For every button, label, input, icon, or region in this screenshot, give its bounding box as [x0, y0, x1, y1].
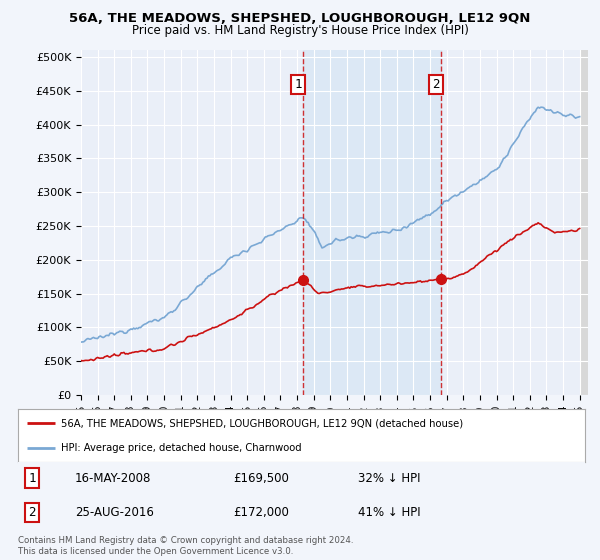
Text: 1: 1 — [295, 78, 302, 91]
Text: £169,500: £169,500 — [233, 472, 289, 484]
Text: 2: 2 — [432, 78, 440, 91]
Text: Contains HM Land Registry data © Crown copyright and database right 2024.
This d: Contains HM Land Registry data © Crown c… — [18, 536, 353, 556]
Text: 1: 1 — [28, 472, 36, 484]
Text: 25-AUG-2016: 25-AUG-2016 — [75, 506, 154, 519]
Text: 16-MAY-2008: 16-MAY-2008 — [75, 472, 151, 484]
Text: HPI: Average price, detached house, Charnwood: HPI: Average price, detached house, Char… — [61, 442, 301, 452]
Bar — [580, 50, 588, 395]
Text: 41% ↓ HPI: 41% ↓ HPI — [358, 506, 421, 519]
Text: Price paid vs. HM Land Registry's House Price Index (HPI): Price paid vs. HM Land Registry's House … — [131, 24, 469, 37]
Text: 56A, THE MEADOWS, SHEPSHED, LOUGHBOROUGH, LE12 9QN (detached house): 56A, THE MEADOWS, SHEPSHED, LOUGHBOROUGH… — [61, 418, 463, 428]
Bar — [303, 50, 441, 395]
Text: 32% ↓ HPI: 32% ↓ HPI — [358, 472, 421, 484]
Bar — [580, 50, 588, 395]
Text: £172,000: £172,000 — [233, 506, 289, 519]
Text: 2: 2 — [28, 506, 36, 519]
Text: 56A, THE MEADOWS, SHEPSHED, LOUGHBOROUGH, LE12 9QN: 56A, THE MEADOWS, SHEPSHED, LOUGHBOROUGH… — [70, 12, 530, 25]
